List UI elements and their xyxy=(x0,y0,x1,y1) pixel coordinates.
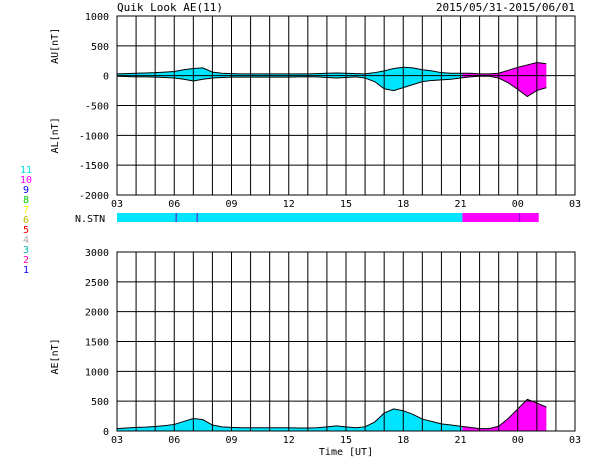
ae-x-tick-label: 15 xyxy=(340,435,352,446)
legend-level-label: 5 xyxy=(23,225,29,236)
x-axis-label: Time [UT] xyxy=(319,447,373,458)
ae-area-magenta xyxy=(462,399,547,431)
ae-y-tick-label: 1000 xyxy=(85,367,109,378)
au-al-x-tick-label: 12 xyxy=(283,199,295,210)
station-bar-label: N.STN xyxy=(75,214,105,225)
legend-level-label: 6 xyxy=(23,215,29,226)
ae-y-tick-label: 0 xyxy=(103,427,109,438)
au-al-y-tick-label: 1000 xyxy=(85,12,109,23)
station-bar-segment xyxy=(462,213,539,222)
ae-x-tick-label: 03 xyxy=(111,435,123,446)
ae-y-tick-label: 500 xyxy=(91,397,109,408)
ae-x-tick-label: 03 xyxy=(569,435,581,446)
au-al-x-tick-label: 15 xyxy=(340,199,352,210)
au-area-cyan xyxy=(117,67,463,76)
ae-x-tick-label: 18 xyxy=(397,435,409,446)
au-al-x-tick-label: 00 xyxy=(512,199,524,210)
chart-title: Quik Look AE(11) xyxy=(117,1,223,14)
ae-x-tick-label: 00 xyxy=(512,435,524,446)
au-al-y-tick-label: -1000 xyxy=(79,131,109,142)
legend-level-label: 7 xyxy=(23,205,29,216)
au-al-frame xyxy=(116,15,576,196)
ae-area-cyan xyxy=(117,408,463,431)
ae-frame xyxy=(116,251,576,432)
au-al-y-tick-label: -1500 xyxy=(79,161,109,172)
au-al-x-tick-label: 03 xyxy=(111,199,123,210)
station-bar-segment xyxy=(117,213,463,222)
au-al-x-tick-label: 03 xyxy=(569,199,581,210)
ae-y-tick-label: 1500 xyxy=(85,338,109,349)
au-al-y-tick-label: 0 xyxy=(103,72,109,83)
ae-line xyxy=(116,398,547,430)
ae-x-tick-label: 09 xyxy=(225,435,237,446)
al-area-magenta xyxy=(462,75,547,97)
ae-y-tick-label: 3000 xyxy=(85,248,109,259)
legend-level-label: 11 xyxy=(20,165,32,176)
au-axis-label: AU[nT] xyxy=(50,28,61,64)
ae-y-tick-label: 2000 xyxy=(85,308,109,319)
al-line xyxy=(116,75,547,98)
au-al-y-tick-label: 500 xyxy=(91,42,109,53)
au-al-x-tick-label: 18 xyxy=(397,199,409,210)
au-al-x-tick-label: 06 xyxy=(168,199,180,210)
legend-level-label: 2 xyxy=(23,255,29,266)
legend-level-label: 4 xyxy=(23,235,29,246)
legend-level-label: 8 xyxy=(23,195,29,206)
station-count-bar xyxy=(117,213,539,222)
legend-level-label: 1 xyxy=(23,265,29,276)
ae-y-tick-label: 2500 xyxy=(85,278,109,289)
au-al-y-tick-label: -500 xyxy=(85,102,109,113)
au-line xyxy=(116,62,547,75)
au-al-x-tick-label: 21 xyxy=(454,199,466,210)
ae-x-tick-label: 06 xyxy=(168,435,180,446)
legend-level-label: 9 xyxy=(23,185,29,196)
legend-level-label: 10 xyxy=(20,175,32,186)
ae-x-tick-label: 12 xyxy=(283,435,295,446)
al-area-cyan xyxy=(117,75,463,91)
au-al-y-tick-label: -2000 xyxy=(79,191,109,202)
legend-level-label: 3 xyxy=(23,245,29,256)
ae-x-tick-label: 21 xyxy=(454,435,466,446)
date-range: 2015/05/31-2015/06/01 xyxy=(436,1,575,14)
al-axis-label: AL[nT] xyxy=(50,117,61,153)
ae-axis-label: AE[nT] xyxy=(50,338,61,374)
au-al-x-tick-label: 09 xyxy=(225,199,237,210)
